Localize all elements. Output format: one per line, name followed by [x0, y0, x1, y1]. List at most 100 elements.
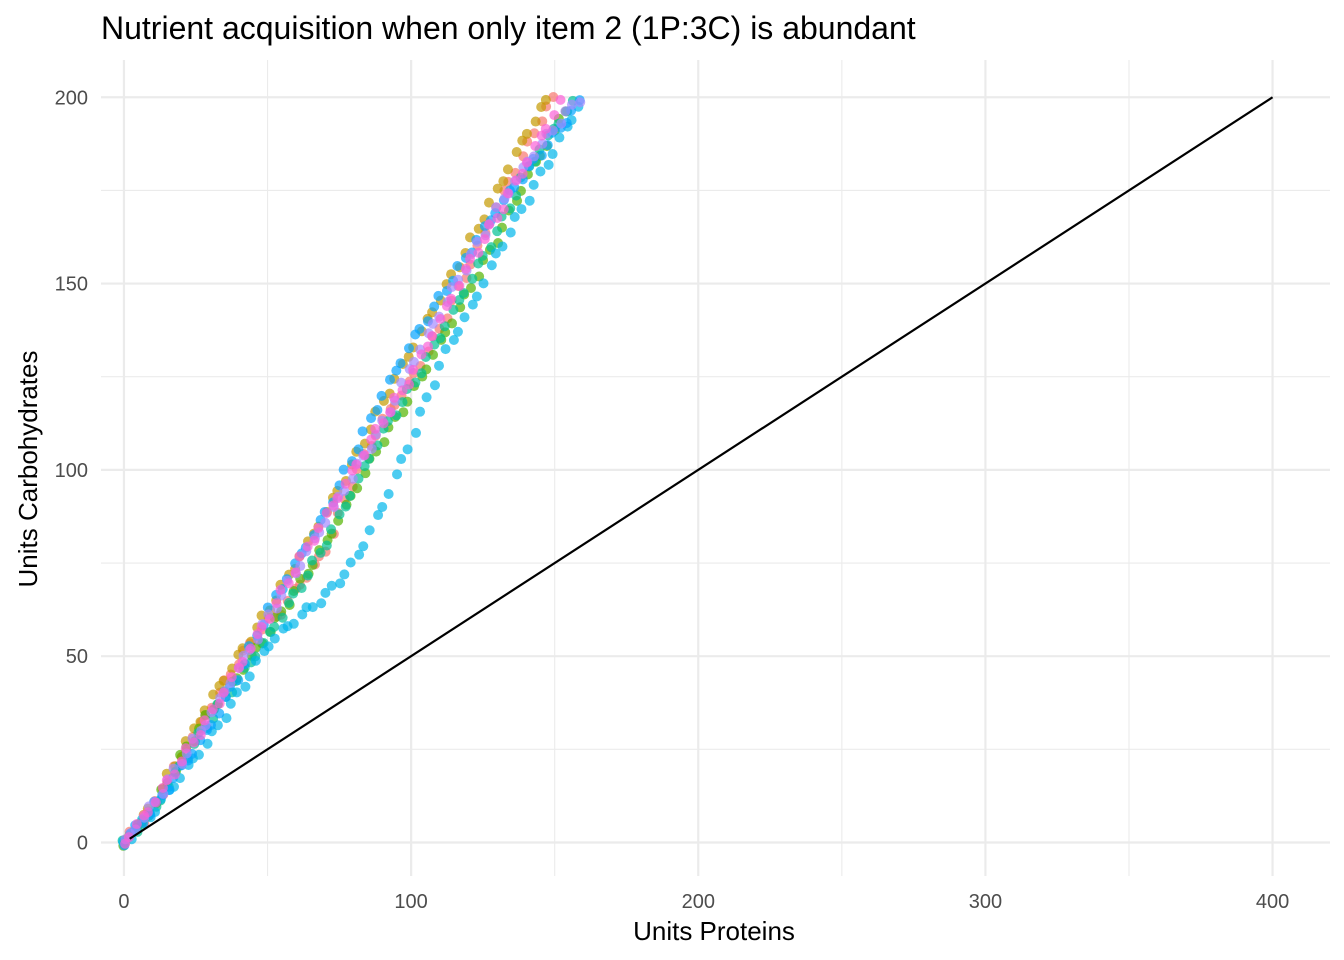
- data-point: [415, 406, 426, 417]
- data-point: [207, 704, 218, 715]
- data-point: [498, 204, 509, 215]
- data-point: [440, 344, 451, 355]
- data-point: [404, 379, 415, 390]
- data-point: [377, 501, 388, 512]
- data-point: [269, 633, 280, 644]
- data-point: [483, 219, 494, 230]
- data-point: [294, 551, 305, 562]
- data-point: [554, 132, 565, 143]
- data-point: [429, 301, 440, 312]
- chart-title: Nutrient acquisition when only item 2 (1…: [101, 10, 916, 46]
- data-point: [464, 253, 475, 264]
- data-point: [307, 555, 318, 566]
- data-point: [492, 226, 503, 237]
- data-point: [358, 541, 369, 552]
- data-point: [429, 380, 440, 391]
- data-point: [566, 99, 577, 110]
- data-point: [364, 525, 375, 536]
- data-point: [302, 541, 313, 552]
- data-point: [492, 183, 503, 194]
- data-point: [269, 621, 280, 632]
- data-point: [547, 149, 558, 160]
- data-point: [408, 364, 419, 375]
- data-point: [340, 478, 351, 489]
- data-point: [540, 94, 551, 105]
- data-point: [427, 318, 438, 329]
- data-point: [460, 263, 471, 274]
- data-point: [296, 583, 307, 594]
- data-point: [176, 756, 187, 767]
- data-point: [359, 450, 370, 461]
- data-point: [320, 517, 331, 528]
- data-point: [465, 282, 476, 293]
- data-point: [250, 655, 261, 666]
- data-point: [366, 434, 377, 445]
- data-point: [288, 588, 299, 599]
- data-point: [391, 365, 402, 376]
- data-point: [397, 397, 408, 408]
- data-point: [199, 715, 210, 726]
- data-point: [467, 299, 478, 310]
- data-point: [416, 368, 427, 379]
- data-point: [555, 94, 566, 105]
- data-point: [372, 405, 383, 416]
- data-point: [288, 618, 299, 629]
- data-point: [396, 454, 407, 465]
- data-point: [373, 510, 384, 521]
- data-point: [231, 687, 242, 698]
- data-point: [452, 326, 463, 337]
- y-tick-label: 100: [55, 460, 88, 482]
- data-point: [446, 282, 457, 293]
- data-point: [556, 118, 567, 129]
- data-point: [188, 737, 199, 748]
- data-point: [335, 578, 346, 589]
- data-point: [332, 493, 343, 504]
- reference-line-1p-2c: [129, 96, 1274, 840]
- data-point: [309, 535, 320, 546]
- data-point: [473, 258, 484, 269]
- data-point: [347, 473, 358, 484]
- data-point: [320, 587, 331, 598]
- data-point: [131, 819, 142, 830]
- data-point: [378, 418, 389, 429]
- data-point: [479, 234, 490, 245]
- x-axis-title: Units Proteins: [633, 916, 795, 946]
- data-point: [441, 300, 452, 311]
- data-point: [218, 687, 229, 698]
- data-point: [315, 547, 326, 558]
- data-point: [326, 524, 337, 535]
- data-point: [408, 356, 419, 367]
- data-point: [271, 598, 282, 609]
- data-point: [478, 278, 489, 289]
- y-tick-label: 50: [66, 646, 88, 668]
- data-point: [434, 360, 445, 371]
- data-point: [316, 598, 327, 609]
- data-point: [313, 523, 324, 534]
- data-point: [416, 349, 427, 360]
- data-point: [536, 150, 547, 161]
- data-point: [161, 775, 172, 786]
- data-point: [467, 273, 478, 284]
- data-point: [435, 333, 446, 344]
- data-point: [395, 358, 406, 369]
- data-point: [283, 578, 294, 589]
- data-point: [214, 698, 225, 709]
- data-point: [326, 580, 337, 591]
- data-point: [123, 832, 134, 843]
- y-tick-label: 0: [77, 832, 88, 854]
- data-point: [448, 335, 459, 346]
- data-point: [491, 202, 502, 213]
- series-points: [120, 94, 566, 849]
- data-point: [421, 392, 432, 403]
- data-point: [521, 157, 532, 168]
- data-point: [521, 128, 532, 139]
- data-point: [352, 483, 363, 494]
- data-point: [275, 584, 286, 595]
- data-point: [446, 293, 457, 304]
- data-point: [505, 227, 516, 238]
- x-tick-label: 0: [118, 891, 129, 913]
- data-point: [354, 549, 365, 560]
- data-point: [471, 291, 482, 302]
- data-point: [290, 567, 301, 578]
- data-point: [263, 641, 274, 652]
